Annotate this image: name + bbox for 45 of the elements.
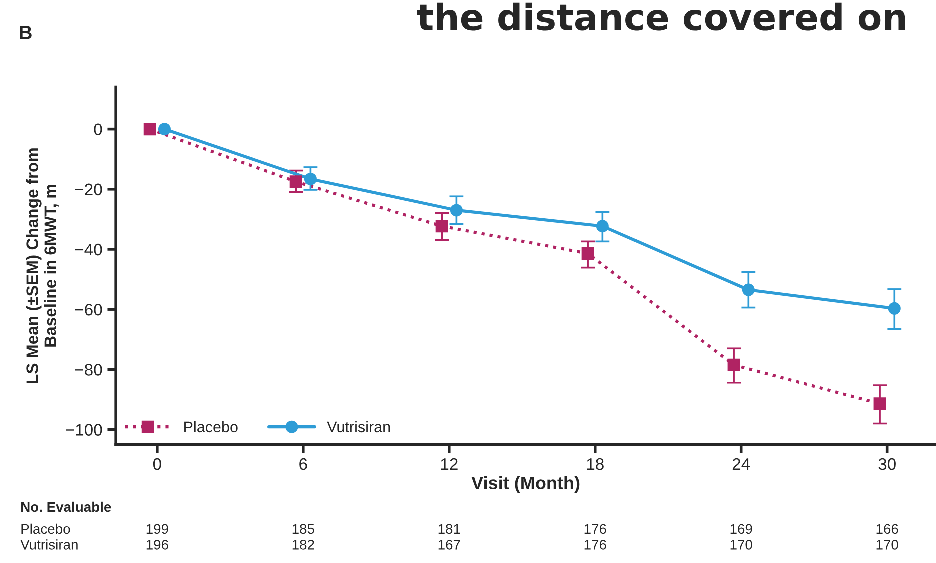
x-tick-label: 24	[732, 458, 750, 470]
text: 176	[584, 540, 606, 550]
y-tick-label: −80	[75, 364, 102, 376]
point	[436, 220, 448, 233]
x-tick-label: 30	[878, 458, 896, 470]
text: Vutrisiran	[20, 540, 78, 550]
y-tick-label: −40	[75, 244, 102, 256]
point	[742, 284, 755, 296]
text: 196	[146, 540, 168, 550]
point	[450, 204, 463, 217]
x-tick-label: 12	[441, 458, 458, 470]
point	[728, 358, 740, 372]
text: 167	[438, 540, 460, 550]
point	[144, 123, 156, 136]
y-tick-label: −60	[75, 304, 102, 316]
text: B	[20, 26, 32, 40]
x-tick-label: 6	[300, 458, 308, 470]
point	[582, 247, 594, 260]
text: 169	[730, 524, 752, 534]
point	[158, 123, 171, 136]
text: 199	[146, 524, 168, 534]
y-tick-label: −100	[66, 424, 102, 436]
legend-label: Placebo	[184, 421, 238, 433]
text: No. Evaluable	[22, 502, 112, 512]
point	[888, 302, 901, 315]
text: 170	[876, 540, 898, 550]
point	[596, 220, 609, 233]
text: Placebo	[22, 524, 70, 534]
point	[874, 398, 886, 410]
text: 170	[730, 540, 752, 550]
y-axis-title: LS Mean (±SEM) Change from Baseline in 6MWT, m	[26, 148, 59, 384]
legend-label: Vutrisiran	[327, 421, 390, 433]
y-tick-label: 0	[94, 124, 102, 136]
point	[304, 172, 317, 186]
x-tick-label: 18	[587, 458, 604, 470]
x-tick-label: 0	[153, 458, 162, 470]
text: 181	[438, 524, 460, 534]
point	[290, 176, 302, 188]
x-axis-title: Visit (Month)	[472, 476, 580, 494]
chart-title: the distance covered on	[417, 2, 906, 31]
text: 185	[292, 524, 314, 534]
y-tick-label: −20	[75, 184, 102, 196]
text: 182	[292, 540, 314, 550]
text: 176	[584, 524, 606, 534]
text: 166	[876, 524, 898, 534]
